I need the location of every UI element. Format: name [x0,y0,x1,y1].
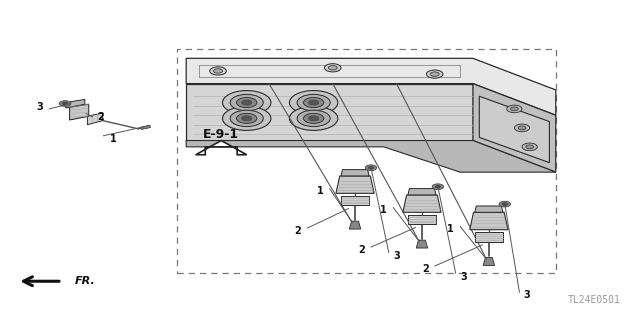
Polygon shape [66,100,85,108]
Polygon shape [196,141,246,155]
Circle shape [518,126,526,130]
Polygon shape [70,104,89,120]
Text: 1: 1 [317,186,323,196]
Circle shape [499,201,511,207]
Polygon shape [408,189,436,195]
Polygon shape [349,221,361,229]
Polygon shape [403,195,441,212]
Text: 3: 3 [460,271,467,281]
Polygon shape [341,170,369,176]
Circle shape [63,102,68,105]
Circle shape [297,94,330,111]
Text: 1: 1 [447,224,454,234]
Text: 2: 2 [358,245,365,255]
Polygon shape [336,176,374,193]
Text: 2: 2 [294,226,301,236]
Circle shape [369,167,374,169]
Text: FR.: FR. [75,276,95,286]
Circle shape [308,116,319,121]
Circle shape [60,101,71,106]
Circle shape [223,91,271,115]
Polygon shape [470,212,508,230]
Circle shape [365,165,377,171]
Text: TL24E0501: TL24E0501 [568,295,620,305]
Circle shape [511,107,518,111]
Polygon shape [416,240,428,248]
Circle shape [289,91,338,115]
Circle shape [289,106,338,130]
Text: 3: 3 [393,251,400,261]
Polygon shape [483,257,495,265]
Text: E-9-1: E-9-1 [203,128,239,141]
Polygon shape [186,141,556,172]
Bar [177,49,556,273]
Polygon shape [475,206,503,212]
Polygon shape [408,215,436,224]
Circle shape [242,116,252,121]
Text: 2: 2 [97,112,104,122]
Circle shape [297,110,330,127]
Polygon shape [140,125,150,130]
Circle shape [432,184,444,189]
Polygon shape [473,84,556,172]
Text: 3: 3 [524,291,531,300]
Circle shape [223,106,271,130]
Polygon shape [341,196,369,205]
Circle shape [237,98,257,108]
Circle shape [426,70,443,78]
Text: 2: 2 [422,263,429,274]
Polygon shape [186,84,473,141]
Circle shape [324,64,341,72]
Text: 1: 1 [109,134,116,144]
Polygon shape [479,96,549,163]
Circle shape [242,100,252,105]
Circle shape [303,98,324,108]
Text: 3: 3 [36,102,43,112]
Text: 1: 1 [380,205,387,215]
Circle shape [507,105,522,113]
Circle shape [435,185,440,188]
Circle shape [214,69,223,73]
Circle shape [230,94,263,111]
Circle shape [210,67,227,75]
Circle shape [526,145,534,149]
Circle shape [515,124,530,132]
Polygon shape [186,58,556,115]
Polygon shape [475,232,503,242]
Circle shape [303,113,324,123]
Circle shape [430,72,439,76]
Circle shape [502,203,508,205]
Circle shape [308,100,319,105]
Circle shape [230,110,263,127]
Circle shape [237,113,257,123]
Polygon shape [88,113,102,125]
Circle shape [522,143,538,151]
Circle shape [328,66,337,70]
